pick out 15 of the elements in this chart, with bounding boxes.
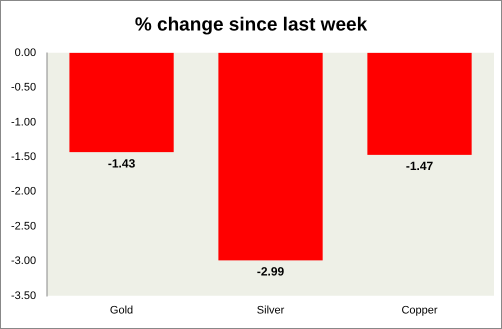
x-tick-label: Copper	[401, 304, 438, 316]
y-tick-label: 0.00	[14, 46, 36, 59]
x-tick-label: Gold	[110, 304, 134, 316]
y-tick-label: -2.50	[10, 220, 36, 232]
y-tick-label: -1.00	[10, 116, 36, 128]
data-label: -1.47	[406, 159, 434, 174]
x-tick-label: Silver	[256, 304, 285, 316]
data-label: -1.43	[108, 156, 136, 170]
y-tick-label: -3.00	[10, 255, 36, 268]
y-tick-label: -0.50	[10, 82, 36, 94]
chart-title: % change since last week	[134, 14, 368, 36]
data-label: -2.99	[256, 264, 285, 279]
y-tick-label: -3.50	[10, 290, 36, 302]
y-tick-label: -2.00	[10, 186, 36, 198]
y-tick-label: -1.50	[10, 150, 36, 163]
